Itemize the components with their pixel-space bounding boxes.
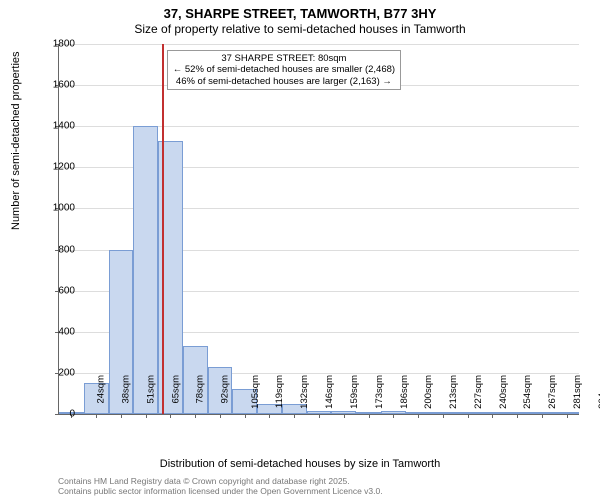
- x-tick-label: 213sqm: [448, 375, 459, 409]
- annotation-line: 37 SHARPE STREET: 80sqm: [173, 53, 395, 64]
- y-tick-label: 1200: [35, 162, 75, 173]
- x-tick-mark: [443, 414, 444, 418]
- x-tick-label: 92sqm: [220, 375, 231, 404]
- x-tick-mark: [96, 414, 97, 418]
- x-axis-label: Distribution of semi-detached houses by …: [0, 458, 600, 470]
- x-tick-mark: [393, 414, 394, 418]
- x-tick-mark: [269, 414, 270, 418]
- x-tick-mark: [542, 414, 543, 418]
- y-tick-label: 0: [35, 409, 75, 420]
- x-tick-label: 281sqm: [572, 375, 583, 409]
- x-tick-mark: [319, 414, 320, 418]
- y-tick-label: 800: [35, 244, 75, 255]
- annotation-box: 37 SHARPE STREET: 80sqm← 52% of semi-det…: [167, 50, 401, 90]
- x-tick-label: 78sqm: [195, 375, 206, 404]
- annotation-line: 46% of semi-detached houses are larger (…: [173, 76, 395, 87]
- x-tick-mark: [121, 414, 122, 418]
- x-tick-label: 65sqm: [170, 375, 181, 404]
- histogram-bar: [133, 126, 158, 414]
- x-tick-label: 173sqm: [374, 375, 385, 409]
- x-tick-mark: [220, 414, 221, 418]
- x-tick-mark: [418, 414, 419, 418]
- x-tick-label: 132sqm: [299, 375, 310, 409]
- x-tick-label: 186sqm: [398, 375, 409, 409]
- x-tick-label: 267sqm: [547, 375, 558, 409]
- x-tick-mark: [369, 414, 370, 418]
- chart-title: 37, SHARPE STREET, TAMWORTH, B77 3HY: [0, 0, 600, 21]
- x-tick-label: 105sqm: [250, 375, 261, 409]
- x-tick-label: 200sqm: [423, 375, 434, 409]
- plot-area: [58, 44, 579, 415]
- x-tick-label: 240sqm: [497, 375, 508, 409]
- x-tick-mark: [567, 414, 568, 418]
- x-tick-label: 24sqm: [96, 375, 107, 404]
- x-tick-label: 159sqm: [349, 375, 360, 409]
- x-tick-mark: [468, 414, 469, 418]
- y-tick-label: 200: [35, 367, 75, 378]
- x-tick-label: 294sqm: [596, 375, 600, 409]
- x-tick-label: 227sqm: [473, 375, 484, 409]
- x-tick-mark: [517, 414, 518, 418]
- x-tick-mark: [146, 414, 147, 418]
- x-tick-mark: [294, 414, 295, 418]
- y-tick-label: 1000: [35, 203, 75, 214]
- y-tick-label: 400: [35, 326, 75, 337]
- y-tick-label: 1800: [35, 39, 75, 50]
- y-axis-label: Number of semi-detached properties: [10, 51, 22, 230]
- y-tick-label: 1400: [35, 121, 75, 132]
- annotation-line: ← 52% of semi-detached houses are smalle…: [173, 64, 395, 75]
- x-tick-mark: [245, 414, 246, 418]
- x-tick-mark: [195, 414, 196, 418]
- x-tick-label: 254sqm: [522, 375, 533, 409]
- y-tick-label: 600: [35, 285, 75, 296]
- y-tick-label: 1600: [35, 80, 75, 91]
- x-tick-label: 119sqm: [274, 375, 285, 408]
- x-tick-mark: [344, 414, 345, 418]
- credits-line2: Contains public sector information licen…: [58, 487, 383, 496]
- x-tick-mark: [170, 414, 171, 418]
- x-tick-mark: [492, 414, 493, 418]
- x-tick-label: 51sqm: [145, 375, 156, 404]
- credits-text: Contains HM Land Registry data © Crown c…: [58, 477, 383, 496]
- x-tick-label: 38sqm: [121, 375, 132, 404]
- grid-line: [59, 44, 579, 45]
- chart-subtitle: Size of property relative to semi-detach…: [0, 22, 600, 36]
- x-tick-label: 146sqm: [324, 375, 335, 409]
- chart-container: 37, SHARPE STREET, TAMWORTH, B77 3HY Siz…: [0, 0, 600, 500]
- reference-line: [162, 44, 164, 414]
